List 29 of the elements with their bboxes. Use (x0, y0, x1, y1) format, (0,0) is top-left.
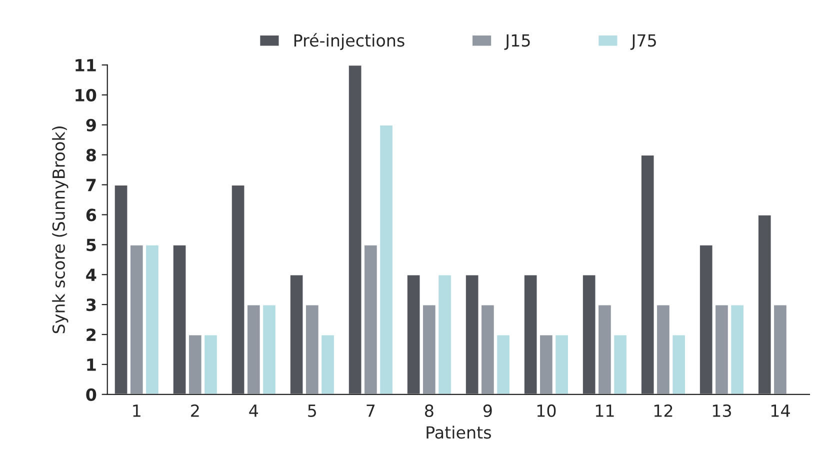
x-tick-label: 13 (712, 404, 731, 418)
x-tick-label: 5 (308, 404, 316, 418)
x-tick-label: 9 (483, 404, 492, 418)
y-tick-label: 1 (87, 358, 96, 371)
x-tick-label: 7 (366, 404, 375, 417)
x-tick-label: 4 (249, 404, 258, 417)
y-tick-label: 11 (76, 59, 96, 72)
x-axis-title: Patients (426, 426, 491, 439)
y-axis-title: Synk score (SunnyBrook) (52, 126, 68, 334)
x-tick-label: 10 (537, 404, 556, 418)
legend-label: J15 (504, 34, 530, 50)
legend-label: Pré-injections (294, 33, 404, 50)
x-tick-label: 11 (596, 404, 614, 417)
y-tick-label: 0 (86, 388, 96, 401)
y-tick-label: 5 (86, 238, 96, 252)
y-tick-label: 9 (86, 118, 96, 132)
x-tick-label: 14 (771, 404, 790, 417)
legend-label: J75 (630, 34, 656, 50)
y-tick-label: 6 (86, 208, 96, 222)
y-tick-label: 8 (86, 148, 96, 162)
x-tick-label: 1 (133, 404, 140, 417)
x-tick-label: 2 (191, 404, 199, 417)
y-tick-label: 2 (86, 328, 96, 341)
y-tick-label: 3 (86, 298, 96, 312)
y-tick-label: 10 (76, 88, 96, 102)
x-tick-label: 12 (654, 404, 672, 417)
y-tick-label: 4 (86, 268, 96, 281)
y-tick-label: 7 (86, 178, 96, 192)
x-tick-label: 8 (425, 404, 434, 418)
